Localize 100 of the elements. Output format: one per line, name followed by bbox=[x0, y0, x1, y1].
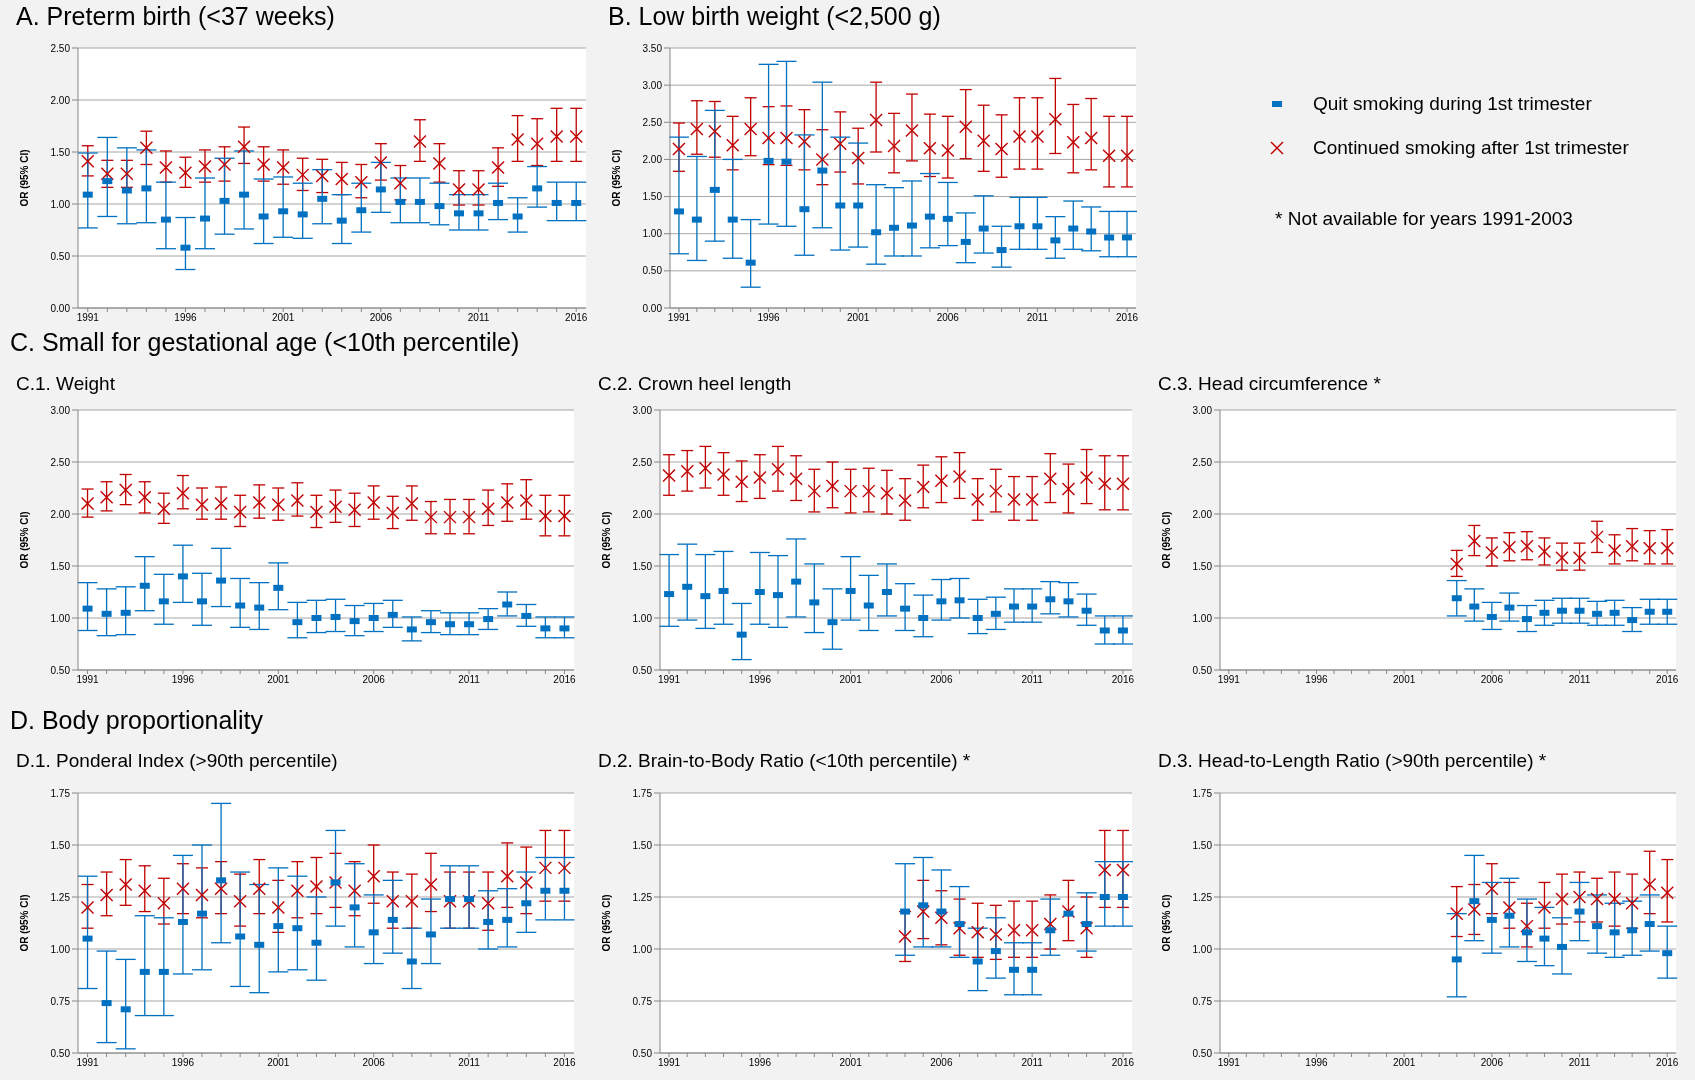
x-tick-label: 2011 bbox=[1026, 312, 1049, 324]
x-tick-label: 2006 bbox=[930, 1057, 953, 1069]
y-tick-label: 0.50 bbox=[632, 664, 653, 676]
x-tick-label: 2001 bbox=[839, 1057, 863, 1069]
y-tick-label: 2.50 bbox=[642, 116, 663, 128]
y-tick-label: 2.50 bbox=[632, 456, 653, 468]
x-tick-label: 2016 bbox=[553, 674, 577, 686]
y-tick-label: 2.00 bbox=[642, 153, 663, 165]
y-tick-label: 2.50 bbox=[50, 42, 71, 54]
y-axis-title: OR (95% CI) bbox=[600, 511, 612, 569]
x-tick-label: 1996 bbox=[1305, 674, 1329, 686]
y-tick-label: 1.00 bbox=[50, 612, 71, 624]
text: D. Body proportionality bbox=[10, 706, 263, 735]
y-tick-label: 3.50 bbox=[642, 42, 663, 54]
legend-label: Continued smoking after 1st trimester bbox=[1313, 137, 1629, 159]
y-tick-label: 2.50 bbox=[1192, 456, 1213, 468]
y-tick-label: 0.50 bbox=[1192, 1047, 1213, 1059]
y-tick-label: 1.00 bbox=[642, 228, 663, 240]
y-tick-label: 3.00 bbox=[642, 79, 663, 91]
y-tick-label: 0.75 bbox=[632, 995, 653, 1007]
y-tick-label: 1.75 bbox=[1192, 787, 1213, 799]
text: * Not available for years 1991-2003 bbox=[1275, 208, 1573, 230]
x-tick-label: 2001 bbox=[1393, 674, 1416, 686]
y-tick-label: 2.00 bbox=[1192, 508, 1213, 520]
x-tick-label: 2006 bbox=[362, 674, 386, 686]
x-tick-label: 2001 bbox=[267, 674, 290, 686]
y-axis-title: OR (95% CI) bbox=[18, 894, 30, 952]
x-tick-label: 2001 bbox=[1393, 1057, 1416, 1069]
x-tick-label: 2011 bbox=[1568, 1057, 1591, 1069]
y-tick-label: 1.50 bbox=[632, 839, 653, 851]
y-tick-label: 1.50 bbox=[1192, 839, 1213, 851]
text: C. Small for gestational age (<10th percentile) bbox=[10, 328, 520, 357]
x-tick-label: 2006 bbox=[1480, 674, 1504, 686]
x-tick-label: 2016 bbox=[1656, 674, 1679, 686]
x-tick-label: 2006 bbox=[930, 674, 953, 686]
x-tick-label: 2016 bbox=[1111, 1057, 1135, 1069]
y-axis-title: OR (95% CI) bbox=[600, 894, 612, 952]
x-tick-label: 2011 bbox=[1021, 1057, 1044, 1069]
y-tick-label: 1.00 bbox=[632, 943, 653, 955]
x-tick-label: 2001 bbox=[847, 312, 870, 324]
x-tick-label: 2006 bbox=[1480, 1057, 1504, 1069]
y-tick-label: 1.00 bbox=[50, 198, 71, 210]
y-tick-label: 1.25 bbox=[1192, 891, 1213, 903]
x-tick-label: 2006 bbox=[362, 1057, 386, 1069]
x-tick-label: 2016 bbox=[1115, 312, 1139, 324]
y-tick-label: 1.50 bbox=[642, 191, 663, 203]
chart-title: C.1. Weight bbox=[16, 373, 115, 395]
y-tick-label: 1.00 bbox=[632, 612, 653, 624]
chart-title: C.3. Head circumference * bbox=[1158, 373, 1381, 395]
x-tick-label: 1996 bbox=[748, 674, 772, 686]
x-tick-label: 1996 bbox=[171, 674, 195, 686]
y-tick-label: 1.25 bbox=[50, 891, 71, 903]
chart-title: D.1. Ponderal Index (>90th percentile) bbox=[16, 750, 338, 772]
x-tick-label: 1991 bbox=[76, 674, 100, 686]
y-tick-label: 0.50 bbox=[642, 265, 663, 277]
x-tick-label: 2016 bbox=[1111, 674, 1135, 686]
x-tick-label: 2006 bbox=[369, 312, 393, 324]
x-tick-label: 1991 bbox=[667, 312, 691, 324]
y-tick-label: 1.00 bbox=[50, 943, 71, 955]
x-tick-label: 2011 bbox=[458, 674, 481, 686]
x-tick-label: 1991 bbox=[76, 1057, 100, 1069]
x-tick-label: 2011 bbox=[1021, 674, 1044, 686]
x-tick-label: 1991 bbox=[657, 674, 681, 686]
y-axis-title: OR (95% CI) bbox=[1160, 894, 1172, 952]
y-tick-label: 1.75 bbox=[632, 787, 653, 799]
y-tick-label: 1.50 bbox=[50, 839, 71, 851]
chart-title: D.2. Brain-to-Body Ratio (<10th percentile) * bbox=[598, 750, 971, 772]
y-tick-label: 0.75 bbox=[50, 995, 71, 1007]
x-tick-label: 1991 bbox=[76, 312, 100, 324]
y-tick-label: 1.00 bbox=[1192, 612, 1213, 624]
x-tick-label: 2006 bbox=[936, 312, 960, 324]
y-tick-label: 1.50 bbox=[632, 560, 653, 572]
y-tick-label: 0.50 bbox=[632, 1047, 653, 1059]
chart-title: D.3. Head-to-Length Ratio (>90th percentile) * bbox=[1158, 750, 1547, 772]
chart-title: A. Preterm birth (<37 weeks) bbox=[16, 2, 335, 31]
chart-title: C.2. Crown heel length bbox=[598, 373, 792, 395]
y-axis-title: OR (95% CI) bbox=[18, 149, 30, 207]
x-tick-label: 2011 bbox=[467, 312, 490, 324]
y-tick-label: 0.75 bbox=[1192, 995, 1213, 1007]
y-tick-label: 2.50 bbox=[50, 456, 71, 468]
x-tick-label: 1991 bbox=[657, 1057, 681, 1069]
y-tick-label: 0.50 bbox=[50, 1047, 71, 1059]
chart-title: B. Low birth weight (<2,500 g) bbox=[608, 2, 941, 31]
y-axis-title: OR (95% CI) bbox=[610, 149, 622, 207]
y-tick-label: 3.00 bbox=[632, 404, 653, 416]
y-axis-title: OR (95% CI) bbox=[1160, 511, 1172, 569]
y-tick-label: 0.50 bbox=[50, 250, 71, 262]
y-tick-label: 3.00 bbox=[1192, 404, 1213, 416]
y-tick-label: 1.75 bbox=[50, 787, 71, 799]
x-tick-label: 2016 bbox=[553, 1057, 577, 1069]
y-tick-label: 0.00 bbox=[50, 302, 71, 314]
x-tick-label: 1996 bbox=[1305, 1057, 1329, 1069]
x-tick-label: 1996 bbox=[174, 312, 198, 324]
y-tick-label: 1.50 bbox=[1192, 560, 1213, 572]
y-tick-label: 0.50 bbox=[50, 664, 71, 676]
y-tick-label: 1.50 bbox=[50, 146, 71, 158]
y-tick-label: 1.00 bbox=[1192, 943, 1213, 955]
y-tick-label: 0.50 bbox=[1192, 664, 1213, 676]
x-tick-label: 1996 bbox=[748, 1057, 772, 1069]
x-tick-label: 2001 bbox=[839, 674, 863, 686]
